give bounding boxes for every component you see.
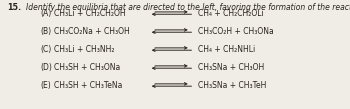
Text: CH₃CO₂Na + CH₃OH: CH₃CO₂Na + CH₃OH bbox=[54, 27, 130, 36]
Text: CH₄ + CH₂NHLi: CH₄ + CH₂NHLi bbox=[198, 45, 255, 54]
Text: (C): (C) bbox=[40, 45, 51, 54]
Text: (B): (B) bbox=[40, 27, 51, 36]
Text: (A): (A) bbox=[40, 9, 51, 18]
Text: CH₃SH + CH₃TeNa: CH₃SH + CH₃TeNa bbox=[54, 81, 122, 89]
Text: 15.: 15. bbox=[7, 3, 21, 12]
Text: CH₃SH + CH₃ONa: CH₃SH + CH₃ONa bbox=[54, 63, 120, 72]
Text: CH₃Li + CH₃NH₂: CH₃Li + CH₃NH₂ bbox=[54, 45, 115, 54]
Text: Identify the equilibria that are directed to the left, favoring the formation of: Identify the equilibria that are directe… bbox=[26, 3, 350, 12]
Text: CH₃SNa + CH₃OH: CH₃SNa + CH₃OH bbox=[198, 63, 264, 72]
Text: CH₄ + CH₂CH₂OLi: CH₄ + CH₂CH₂OLi bbox=[198, 9, 264, 18]
Text: (D): (D) bbox=[40, 63, 52, 72]
Text: CH₃CO₂H + CH₃ONa: CH₃CO₂H + CH₃ONa bbox=[198, 27, 273, 36]
Text: (E): (E) bbox=[40, 81, 51, 89]
Text: CH₃Li + CH₂CH₂OH: CH₃Li + CH₂CH₂OH bbox=[54, 9, 126, 18]
Text: CH₃SNa + CH₃TeH: CH₃SNa + CH₃TeH bbox=[198, 81, 266, 89]
